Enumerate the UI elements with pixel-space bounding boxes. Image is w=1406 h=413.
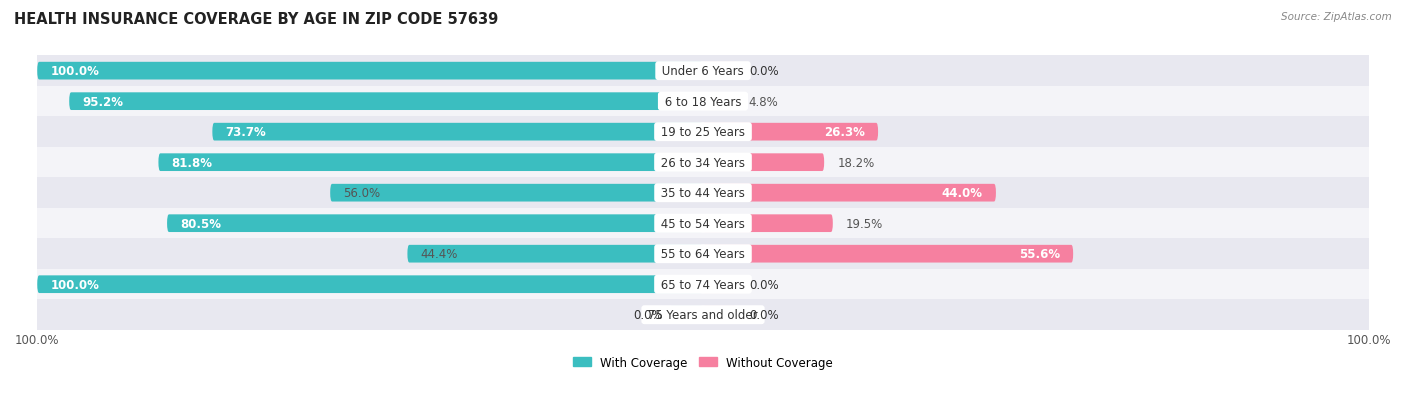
Text: 75 Years and older: 75 Years and older	[644, 309, 762, 321]
Bar	[37, 300, 1369, 330]
Text: 55.6%: 55.6%	[1019, 248, 1060, 261]
Text: 6 to 18 Years: 6 to 18 Years	[661, 95, 745, 108]
Text: 0.0%: 0.0%	[749, 278, 779, 291]
Text: 26 to 34 Years: 26 to 34 Years	[657, 156, 749, 169]
FancyBboxPatch shape	[330, 184, 703, 202]
FancyBboxPatch shape	[703, 245, 1073, 263]
Text: 0.0%: 0.0%	[749, 309, 779, 321]
Text: Source: ZipAtlas.com: Source: ZipAtlas.com	[1281, 12, 1392, 22]
FancyBboxPatch shape	[703, 306, 737, 324]
FancyBboxPatch shape	[37, 63, 703, 80]
Text: 80.5%: 80.5%	[180, 217, 221, 230]
Bar	[37, 269, 1369, 300]
Text: 45 to 54 Years: 45 to 54 Years	[657, 217, 749, 230]
FancyBboxPatch shape	[37, 276, 703, 293]
Text: 26.3%: 26.3%	[824, 126, 865, 139]
Text: 0.0%: 0.0%	[749, 65, 779, 78]
Text: 0.0%: 0.0%	[634, 309, 664, 321]
Text: 4.8%: 4.8%	[748, 95, 778, 108]
Text: 73.7%: 73.7%	[225, 126, 266, 139]
Bar	[37, 87, 1369, 117]
Text: 35 to 44 Years: 35 to 44 Years	[657, 187, 749, 200]
Text: 55 to 64 Years: 55 to 64 Years	[657, 248, 749, 261]
FancyBboxPatch shape	[703, 154, 824, 172]
Bar	[37, 56, 1369, 87]
Text: 56.0%: 56.0%	[343, 187, 381, 200]
FancyBboxPatch shape	[703, 184, 995, 202]
Text: 19.5%: 19.5%	[846, 217, 883, 230]
FancyBboxPatch shape	[408, 245, 703, 263]
Text: Under 6 Years: Under 6 Years	[658, 65, 748, 78]
FancyBboxPatch shape	[159, 154, 703, 172]
Text: 100.0%: 100.0%	[51, 65, 100, 78]
Text: 44.4%: 44.4%	[420, 248, 458, 261]
Bar	[37, 178, 1369, 209]
Text: 81.8%: 81.8%	[172, 156, 212, 169]
Text: 18.2%: 18.2%	[838, 156, 875, 169]
FancyBboxPatch shape	[167, 215, 703, 233]
FancyBboxPatch shape	[703, 123, 879, 141]
FancyBboxPatch shape	[703, 63, 737, 80]
Text: 100.0%: 100.0%	[51, 278, 100, 291]
Text: HEALTH INSURANCE COVERAGE BY AGE IN ZIP CODE 57639: HEALTH INSURANCE COVERAGE BY AGE IN ZIP …	[14, 12, 498, 27]
Text: 44.0%: 44.0%	[942, 187, 983, 200]
FancyBboxPatch shape	[69, 93, 703, 111]
Text: 65 to 74 Years: 65 to 74 Years	[657, 278, 749, 291]
FancyBboxPatch shape	[703, 93, 735, 111]
Legend: With Coverage, Without Coverage: With Coverage, Without Coverage	[568, 351, 838, 374]
FancyBboxPatch shape	[212, 123, 703, 141]
Bar	[37, 117, 1369, 147]
FancyBboxPatch shape	[669, 306, 703, 324]
Text: 19 to 25 Years: 19 to 25 Years	[657, 126, 749, 139]
FancyBboxPatch shape	[703, 276, 737, 293]
Bar	[37, 209, 1369, 239]
Bar	[37, 239, 1369, 269]
Bar	[37, 147, 1369, 178]
Text: 95.2%: 95.2%	[83, 95, 124, 108]
FancyBboxPatch shape	[703, 215, 832, 233]
